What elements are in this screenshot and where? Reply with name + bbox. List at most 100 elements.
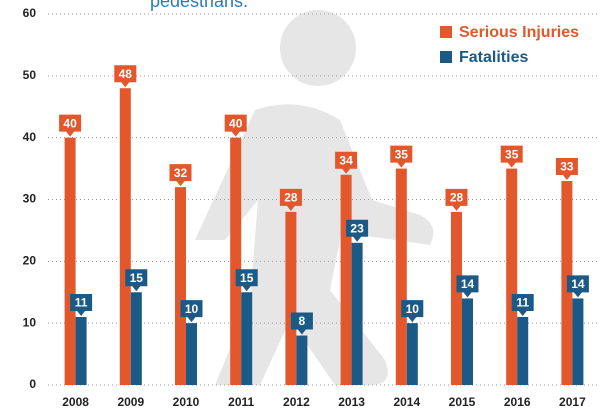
x-tick-label: 2016: [504, 395, 531, 409]
y-tick-label: 10: [23, 315, 37, 329]
y-tick-label: 0: [29, 377, 36, 391]
value-label-text: 11: [516, 296, 529, 310]
bar: [241, 292, 253, 385]
value-label-box: [335, 151, 358, 174]
legend-swatch: [440, 51, 452, 63]
value-label: 40: [224, 114, 247, 137]
value-label-box: [235, 269, 258, 292]
bar: [451, 211, 462, 385]
value-label-text: 23: [350, 221, 364, 235]
value-label: 11: [70, 293, 93, 316]
value-label-text: 28: [284, 191, 298, 205]
bar: [351, 242, 363, 385]
value-label-box: [555, 157, 578, 180]
value-label-text: 8: [299, 314, 306, 328]
value-label: 8: [290, 312, 313, 335]
value-label-text: 15: [130, 271, 144, 285]
value-label-text: 35: [505, 147, 519, 161]
value-label: 35: [500, 145, 523, 168]
value-label-box: [456, 275, 479, 298]
value-label-box: [70, 293, 93, 316]
value-label-box: [511, 293, 534, 316]
bar: [572, 298, 584, 385]
bar: [130, 292, 142, 385]
value-label-text: 48: [119, 67, 133, 81]
value-label: 28: [445, 188, 468, 211]
x-tick-label: 2017: [559, 395, 586, 409]
subtitle: pedestrians.: [150, 0, 248, 11]
value-label-text: 34: [339, 153, 353, 167]
x-tick-label: 2015: [449, 395, 476, 409]
value-label-box: [169, 164, 192, 187]
value-label-box: [401, 300, 424, 323]
value-label-text: 11: [75, 296, 88, 310]
bar: [186, 323, 197, 385]
x-tick-label: 2013: [338, 395, 365, 409]
bar: [119, 88, 131, 385]
value-label: 15: [125, 269, 148, 292]
value-label-box: [180, 300, 203, 323]
bar: [395, 168, 407, 385]
value-label-box: [346, 219, 369, 242]
value-label: 11: [511, 293, 534, 316]
value-label-text: 10: [406, 302, 420, 316]
value-label-text: 32: [174, 166, 188, 180]
value-label: 32: [169, 164, 192, 187]
value-label: 23: [346, 219, 369, 242]
value-label: 10: [401, 300, 424, 323]
value-label: 14: [566, 275, 589, 298]
bar: [517, 316, 529, 385]
bar: [296, 335, 308, 385]
legend-label: Fatalities: [459, 49, 528, 66]
value-label: 15: [235, 269, 258, 292]
bar: [506, 168, 518, 385]
value-label: 48: [114, 65, 137, 88]
value-label-box: [224, 114, 247, 137]
value-label-box: [125, 269, 148, 292]
value-label-text: 33: [560, 160, 574, 174]
pedestrian-silhouette: [195, 10, 434, 385]
value-label: 28: [279, 188, 302, 211]
x-tick-label: 2008: [62, 395, 89, 409]
bar: [230, 137, 242, 385]
value-label: 35: [390, 145, 413, 168]
value-label-box: [59, 114, 82, 137]
bar: [285, 211, 297, 385]
value-label-text: 28: [450, 191, 464, 205]
bar: [462, 298, 473, 385]
bar: [406, 323, 418, 385]
bar: [64, 137, 76, 385]
value-label: 10: [180, 300, 203, 323]
y-tick-label: 40: [23, 130, 37, 144]
bar: [340, 174, 352, 385]
bar: [75, 316, 87, 385]
value-label: 34: [335, 151, 358, 174]
y-tick-label: 30: [23, 192, 37, 206]
bar: [175, 187, 186, 385]
value-label-text: 40: [229, 116, 243, 130]
value-label-box: [114, 65, 137, 88]
x-tick-label: 2011: [228, 395, 254, 409]
y-tick-label: 20: [23, 254, 37, 268]
value-label-text: 14: [571, 277, 585, 291]
value-label-text: 35: [395, 147, 409, 161]
x-tick-label: 2012: [283, 395, 310, 409]
x-tick-label: 2009: [117, 395, 144, 409]
value-label-box: [390, 145, 413, 168]
x-tick-label: 2014: [393, 395, 420, 409]
value-label-text: 10: [185, 302, 199, 316]
x-tick-label: 2010: [173, 395, 200, 409]
value-label-box: [279, 188, 302, 211]
value-label-text: 40: [63, 116, 77, 130]
legend-label: Serious Injuries: [459, 24, 579, 41]
value-label-text: 15: [240, 271, 254, 285]
value-label: 14: [456, 275, 479, 298]
value-label-box: [500, 145, 523, 168]
value-label: 33: [555, 157, 578, 180]
value-label: 40: [59, 114, 82, 137]
value-label-box: [566, 275, 589, 298]
value-label-text: 14: [461, 277, 475, 291]
value-label-box: [445, 188, 468, 211]
legend-swatch: [440, 26, 452, 38]
